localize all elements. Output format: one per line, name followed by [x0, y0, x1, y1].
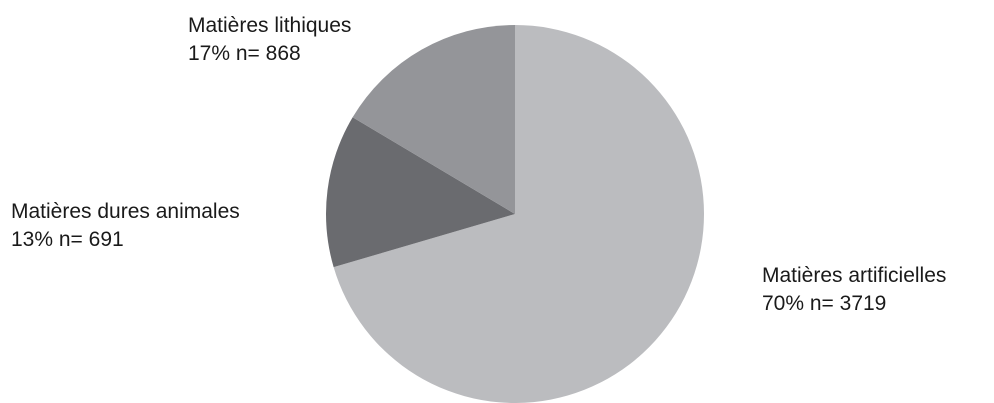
label-value-artificielles: 70% n= 3719 — [762, 292, 886, 315]
label-name-artificielles: Matières artificielles — [762, 264, 946, 287]
pie-slices — [326, 25, 704, 403]
pie-slice-matieres-artificielles — [333, 25, 704, 403]
label-name-lithiques: Matières lithiques — [188, 14, 351, 37]
pie-slice-matieres-dures-animales — [326, 117, 515, 268]
pie-slice-matieres-lithiques — [352, 25, 515, 214]
label-value-lithiques: 17% n= 868 — [188, 42, 301, 65]
label-value-dures-animales: 13% n= 691 — [11, 228, 124, 251]
label-name-dures-animales: Matières dures animales — [11, 200, 240, 223]
